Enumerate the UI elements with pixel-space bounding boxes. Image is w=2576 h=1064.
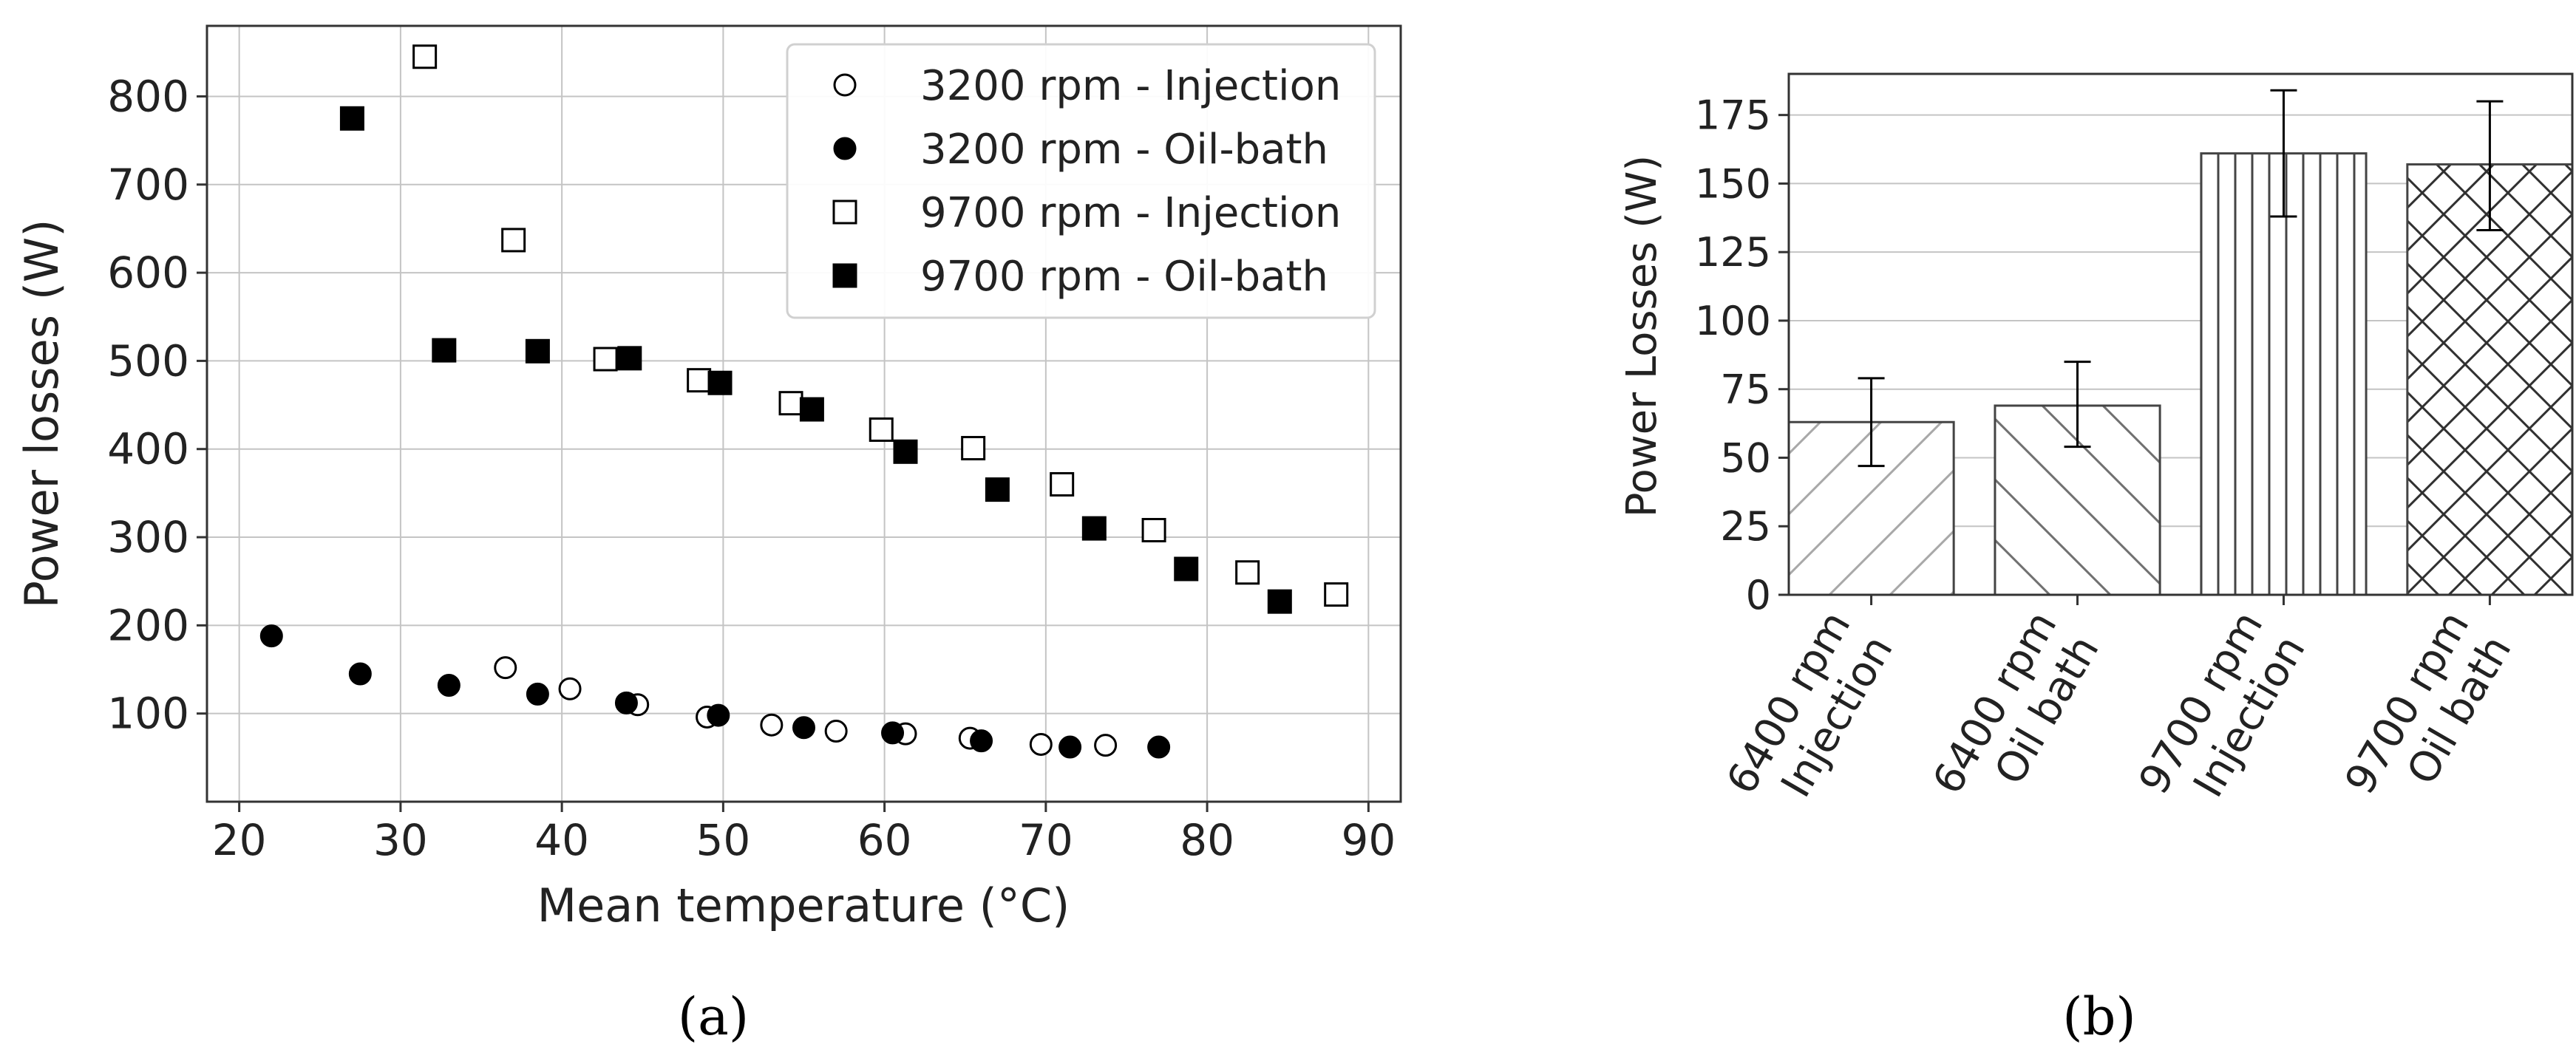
scatter-point bbox=[799, 397, 824, 422]
legend-marker bbox=[832, 200, 857, 225]
scatter-y-tick-label: 600 bbox=[107, 248, 189, 298]
scatter-x-tick-label: 90 bbox=[1341, 815, 1396, 865]
scatter-x-tick-label: 50 bbox=[696, 815, 750, 865]
scatter-point bbox=[525, 338, 550, 364]
scatter-point bbox=[881, 721, 905, 745]
scatter-y-tick-label: 100 bbox=[107, 689, 189, 739]
bar-y-tick-label: 150 bbox=[1695, 160, 1771, 207]
scatter-point bbox=[1029, 732, 1053, 756]
scatter-point bbox=[339, 106, 364, 131]
bar-y-tick-label: 100 bbox=[1695, 298, 1771, 344]
scatter-x-tick-label: 70 bbox=[1019, 815, 1073, 865]
scatter-point bbox=[1147, 735, 1171, 759]
scatter-points bbox=[259, 44, 1349, 759]
scatter-legend: 3200 rpm - Injection 3200 rpm - Oil-bath 9… bbox=[786, 43, 1376, 319]
scatter-panel: 20 30 40 50 60 70 80 90 100 200 300 400 500 600 700 800… bbox=[15, 24, 1402, 1047]
panel-b-label: (b) bbox=[2062, 986, 2135, 1047]
scatter-point bbox=[961, 436, 986, 461]
legend-marker bbox=[832, 263, 857, 288]
scatter-plot-frame bbox=[205, 24, 1402, 803]
scatter-point bbox=[1141, 518, 1166, 542]
scatter-point bbox=[760, 713, 784, 737]
scatter-point bbox=[1050, 471, 1075, 497]
scatter-point bbox=[893, 439, 918, 464]
scatter-point bbox=[617, 346, 642, 371]
scatter-y-tick-label: 400 bbox=[107, 424, 189, 474]
scatter-point bbox=[1058, 735, 1082, 759]
scatter-x-axis-label: Mean temperature (°C) bbox=[537, 879, 1070, 932]
scatter-x-tick-label: 20 bbox=[212, 815, 267, 865]
scatter-ticks: 20 30 40 50 60 70 80 90 100 200 300 400 500 600 700 800 bbox=[107, 71, 1396, 865]
panel-a-label: (a) bbox=[678, 986, 749, 1047]
scatter-x-tick-label: 80 bbox=[1180, 815, 1234, 865]
bar-y-tick-label: 50 bbox=[1720, 434, 1771, 481]
scatter-y-tick-label: 200 bbox=[107, 600, 189, 650]
scatter-point bbox=[432, 338, 457, 363]
scatter-x-tick-label: 30 bbox=[373, 815, 428, 865]
scatter-legend-box bbox=[786, 43, 1376, 319]
scatter-point bbox=[687, 368, 712, 393]
scatter-point bbox=[437, 674, 461, 697]
scatter-point bbox=[501, 228, 526, 253]
legend-entry-label: 9700 rpm - Injection bbox=[920, 189, 1341, 237]
scatter-point bbox=[869, 417, 894, 442]
scatter-point bbox=[1235, 560, 1260, 585]
scatter-point bbox=[494, 656, 517, 680]
scatter-y-tick-label: 800 bbox=[107, 71, 189, 121]
bar bbox=[2200, 152, 2368, 596]
scatter-point bbox=[614, 691, 638, 715]
bar-y-tick-label: 175 bbox=[1695, 92, 1771, 139]
scatter-y-tick-label: 700 bbox=[107, 160, 189, 210]
scatter-point bbox=[348, 662, 372, 686]
legend-entry-label: 3200 rpm - Oil-bath bbox=[920, 126, 1328, 174]
bar-y-axis-label: Power Losses (W) bbox=[1618, 155, 1666, 517]
scatter-point bbox=[1267, 589, 1292, 614]
scatter-point bbox=[526, 682, 549, 706]
bar-error-bars bbox=[1858, 89, 2504, 468]
scatter-point bbox=[1094, 734, 1118, 757]
bar-series bbox=[1787, 152, 2574, 596]
scatter-point bbox=[778, 391, 803, 416]
scatter-y-axis-label: Power losses (W) bbox=[15, 219, 69, 609]
scatter-point bbox=[985, 477, 1010, 502]
scatter-point bbox=[558, 677, 582, 700]
scatter-point bbox=[412, 44, 438, 69]
scatter-point bbox=[707, 370, 733, 395]
scatter-point bbox=[259, 624, 283, 648]
legend-entry-label: 9700 rpm - Oil-bath bbox=[920, 253, 1328, 301]
scatter-point bbox=[707, 703, 730, 727]
legend-marker bbox=[833, 137, 857, 160]
scatter-y-tick-label: 300 bbox=[107, 512, 189, 562]
scatter-x-tick-label: 40 bbox=[534, 815, 589, 865]
bar-y-tick-label: 75 bbox=[1720, 366, 1771, 413]
bar bbox=[2406, 163, 2574, 596]
scatter-point bbox=[970, 729, 993, 753]
bar-y-tick-label: 25 bbox=[1720, 503, 1771, 550]
bar-y-tick-label: 0 bbox=[1746, 572, 1771, 618]
bar-y-tick-label: 125 bbox=[1695, 229, 1771, 276]
scatter-point bbox=[824, 720, 848, 743]
scatter-x-tick-label: 60 bbox=[857, 815, 912, 865]
scatter-y-tick-label: 500 bbox=[107, 335, 189, 386]
scatter-point bbox=[1174, 556, 1199, 582]
scatter-point bbox=[1324, 582, 1349, 607]
scatter-point bbox=[1081, 516, 1107, 541]
legend-entry-label: 3200 rpm - Injection bbox=[920, 62, 1341, 110]
bar-plot-frame bbox=[1787, 72, 2574, 596]
scatter-point bbox=[593, 347, 618, 372]
scatter-point bbox=[792, 716, 815, 740]
legend-marker bbox=[833, 73, 857, 97]
